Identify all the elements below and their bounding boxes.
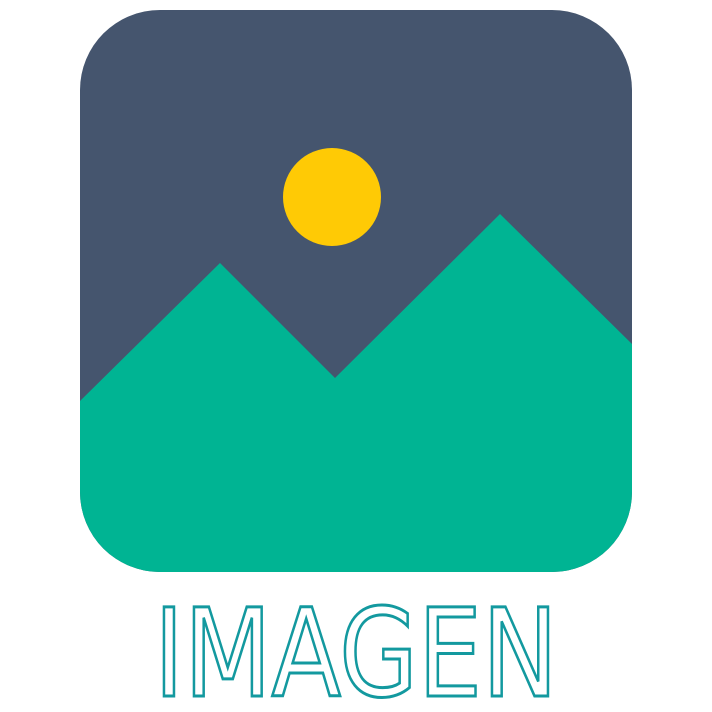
picture-icon: [80, 10, 632, 572]
mountains-shape: [80, 214, 632, 572]
logo-caption: IMAGEN: [80, 590, 632, 702]
sun-circle: [283, 148, 381, 246]
logo-wordmark: IMAGEN: [153, 590, 560, 702]
image-logo-icon: [80, 10, 632, 572]
logo-caption-text: IMAGEN: [154, 590, 558, 702]
